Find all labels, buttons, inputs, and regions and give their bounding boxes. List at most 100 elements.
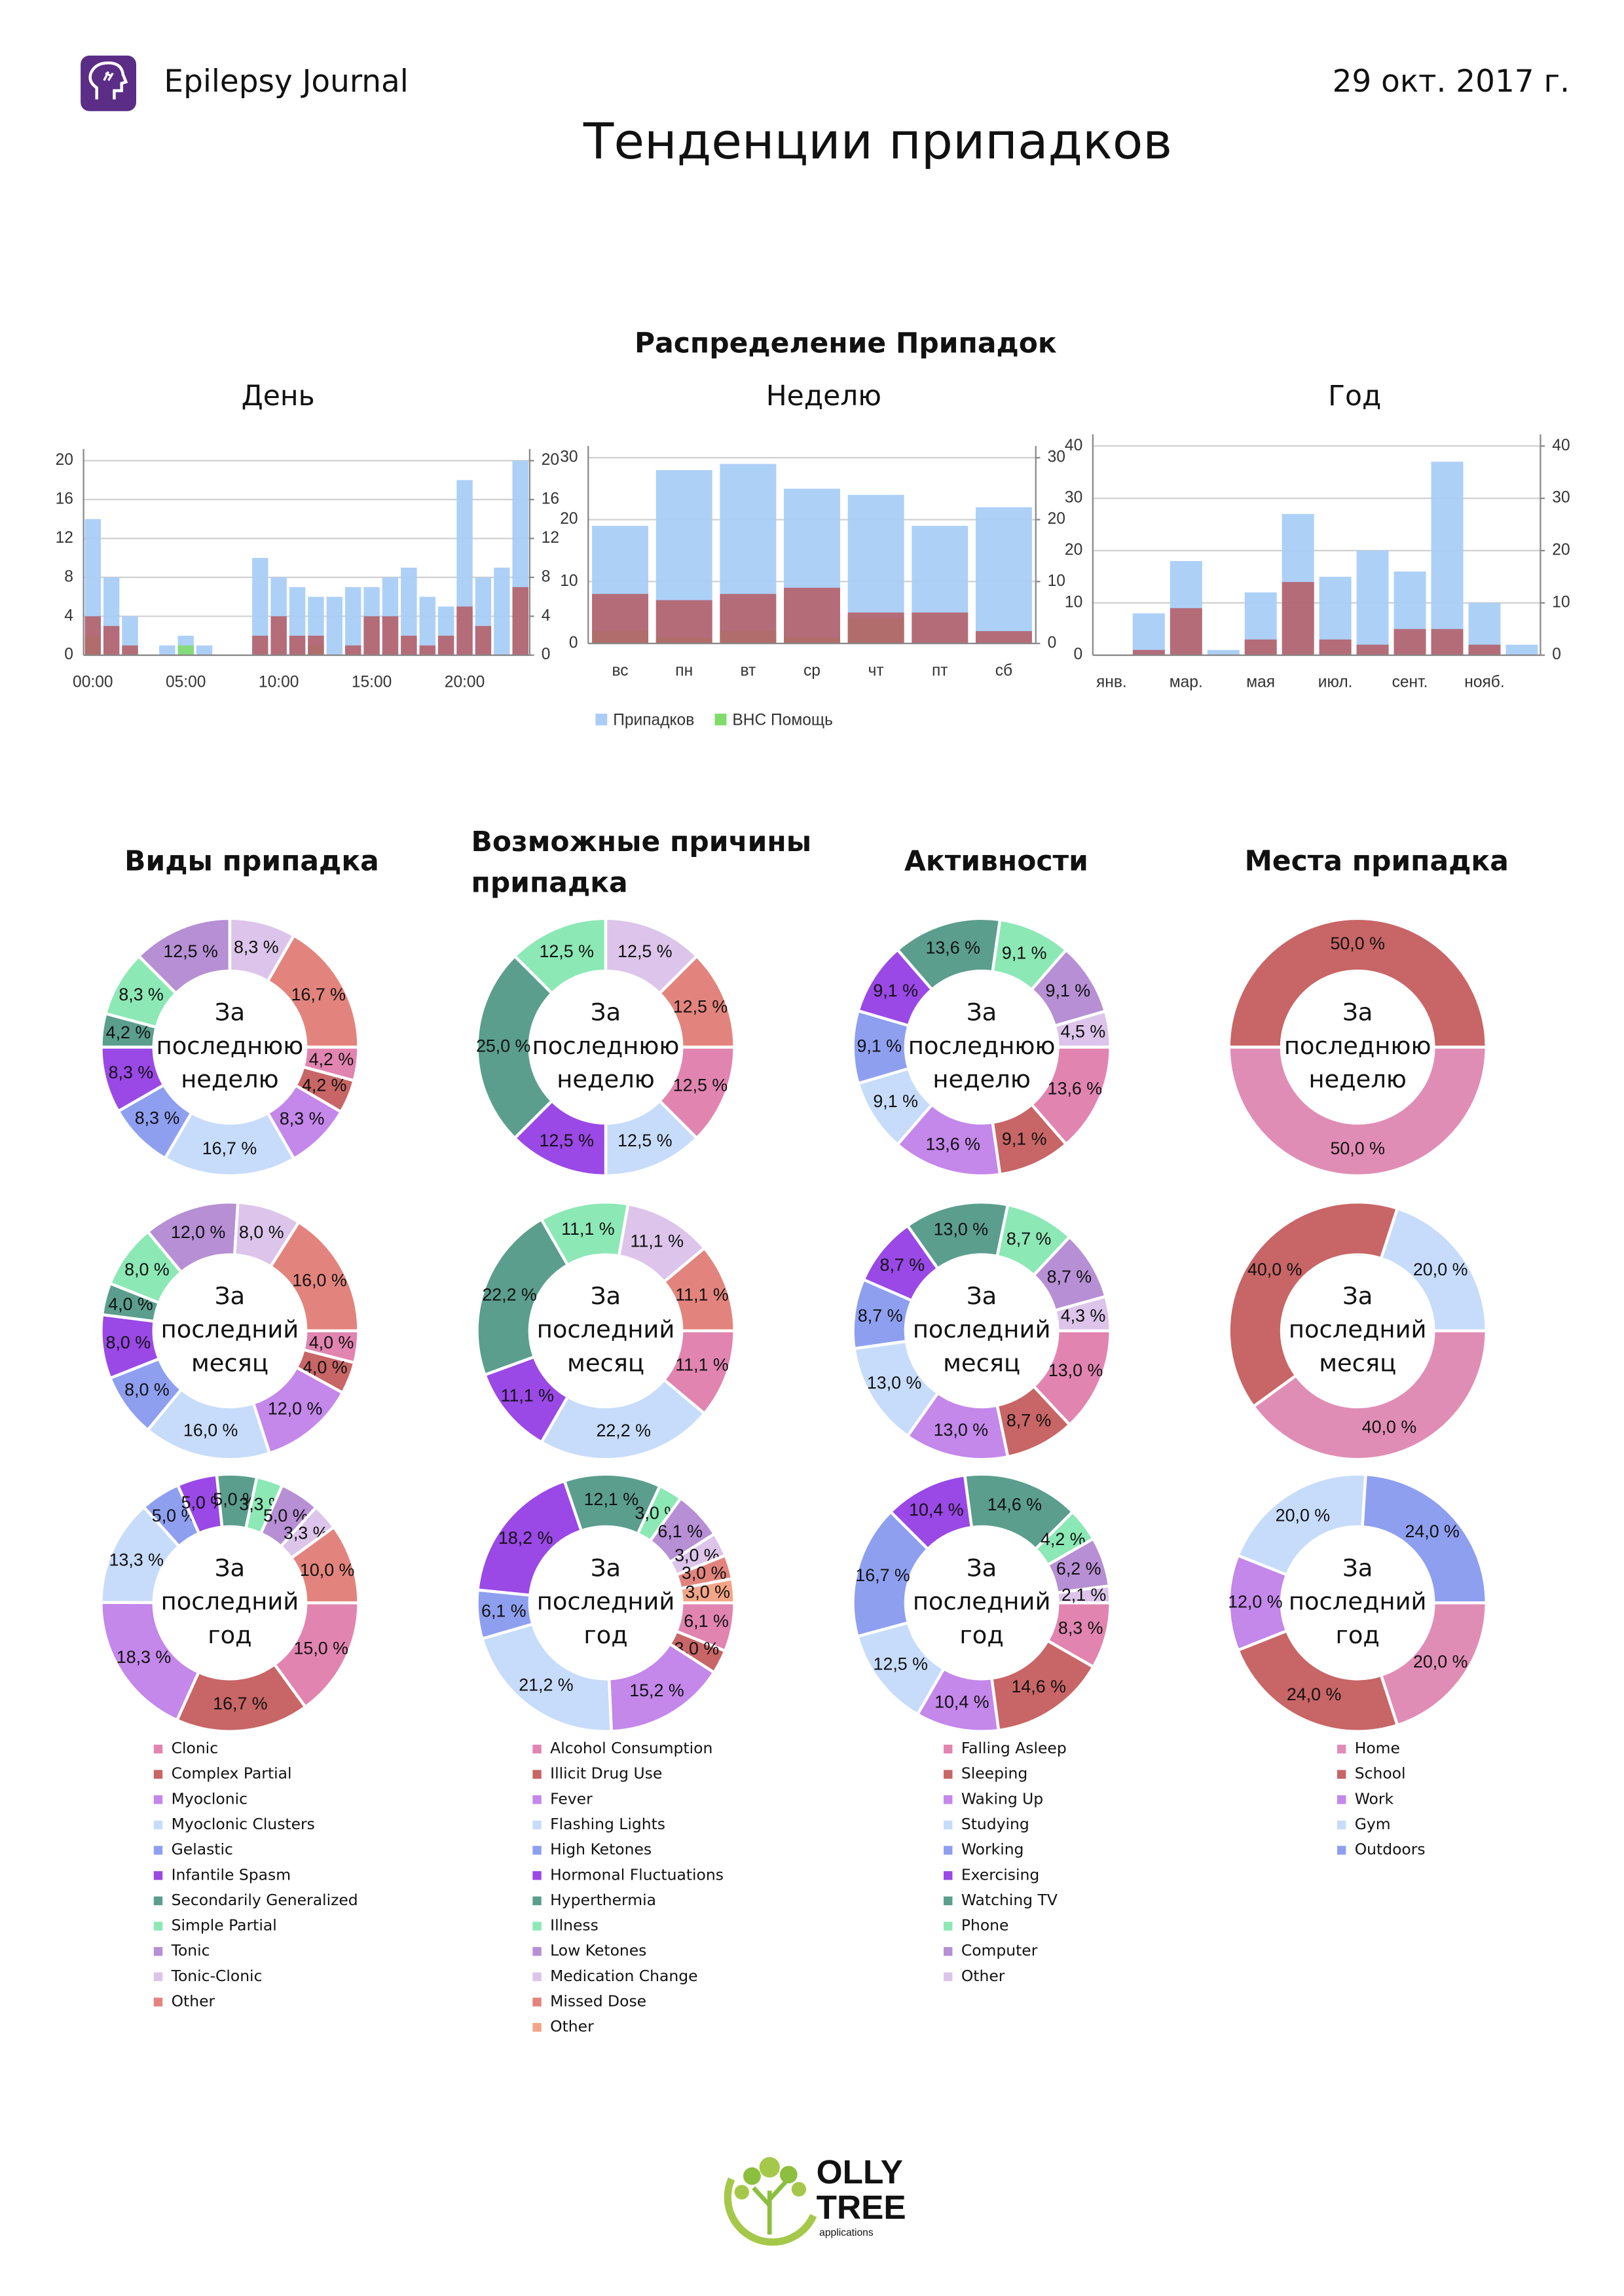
segment-label: 12,5 % — [673, 1075, 728, 1095]
bar — [494, 568, 510, 655]
segment-label: 21,2 % — [519, 1675, 573, 1694]
x-tick-label: 15:00 — [352, 674, 392, 691]
donut-segment — [1236, 1629, 1399, 1733]
y-tick-label: 30 — [560, 448, 578, 466]
logo-text: TREE — [817, 2188, 906, 2226]
legend-swatch — [153, 1795, 163, 1804]
bar — [720, 594, 777, 644]
donut-segment — [539, 1377, 707, 1461]
bar — [344, 645, 361, 655]
legend-label: Medication Change — [550, 1967, 697, 1985]
segment-label: 9,1 % — [1002, 1129, 1047, 1149]
bar — [1132, 613, 1165, 655]
bar — [1170, 608, 1202, 655]
donut-segment — [1227, 1200, 1399, 1409]
legend-swatch — [153, 1972, 163, 1982]
segment-label: 3,0 % — [682, 1563, 727, 1583]
bar — [1356, 644, 1389, 655]
segment-label: 10,4 % — [909, 1500, 963, 1520]
legend-swatch — [944, 1846, 953, 1855]
legend-swatch — [153, 1770, 163, 1779]
legend-label: Flashing Lights — [550, 1815, 665, 1833]
segment-label: 8,7 % — [858, 1306, 903, 1326]
donut-segment — [1227, 917, 1488, 1049]
segment-label: 8,7 % — [880, 1255, 925, 1275]
chart-title: Год — [1328, 380, 1381, 412]
legend-swatch — [532, 1820, 542, 1830]
donut-center-label: последний — [1289, 1588, 1427, 1616]
segment-label: 9,1 % — [873, 981, 918, 1000]
donut-center-label: год — [208, 1621, 251, 1649]
x-tick-label: сб — [995, 662, 1012, 680]
legend-swatch — [944, 1896, 953, 1906]
segment-label: 50,0 % — [1330, 934, 1384, 953]
segment-label: 16,0 % — [292, 1270, 346, 1290]
legend-swatch — [153, 1922, 163, 1931]
donut-center-label: За — [215, 1282, 245, 1310]
legend-swatch — [153, 1896, 163, 1906]
segment-label: 11,1 % — [631, 1231, 684, 1250]
donut-segment — [678, 1576, 736, 1605]
segment-label: 12,5 % — [163, 941, 217, 961]
legend-swatch — [532, 1871, 542, 1880]
segment-label: 3,0 % — [685, 1582, 730, 1602]
y-tick-label: 40 — [1065, 437, 1082, 454]
segment-label: 6,1 % — [657, 1522, 703, 1541]
y2-tick-label: 0 — [1048, 634, 1057, 651]
legend-label: Gym — [1355, 1815, 1391, 1833]
donut-center-label: неделю — [557, 1065, 654, 1093]
donut-segment — [1379, 1206, 1488, 1332]
bar — [456, 606, 473, 655]
app-name: Epilepsy Journal — [164, 64, 408, 100]
bar — [159, 645, 175, 655]
bar — [912, 612, 969, 644]
donut-segment — [268, 1220, 360, 1332]
legend-swatch — [153, 1820, 163, 1830]
donut-segment — [475, 1217, 570, 1377]
x-tick-label: мая — [1246, 674, 1275, 691]
bar — [1132, 649, 1165, 655]
legend-swatch — [1337, 1770, 1346, 1779]
segment-label: 22,2 % — [596, 1421, 650, 1440]
donut-center-label: За — [591, 1554, 621, 1582]
legend-swatch — [944, 1744, 953, 1754]
segment-label: 8,3 % — [280, 1108, 325, 1128]
segment-label: 8,0 % — [124, 1260, 170, 1279]
segment-label: 8,3 % — [135, 1108, 180, 1128]
y-tick-label: 4 — [64, 607, 73, 625]
legend-swatch — [595, 714, 608, 725]
segment-label: 11,1 % — [675, 1355, 728, 1374]
segment-label: 16,0 % — [183, 1420, 238, 1440]
section-title: Распределение Припадок — [635, 328, 1057, 360]
donut-center-label: последнюю — [157, 1032, 304, 1060]
legend-swatch — [532, 1972, 542, 1982]
legend-label: Myoclonic — [172, 1789, 248, 1808]
bar — [475, 626, 492, 655]
segment-label: 8,0 % — [239, 1222, 284, 1242]
segment-label: 12,5 % — [539, 1131, 593, 1150]
donut-segment — [657, 954, 736, 1049]
segment-label: 11,1 % — [675, 1285, 728, 1304]
legend-swatch — [944, 1871, 953, 1880]
donut-center-label: год — [1336, 1621, 1380, 1649]
legend-label: Припадков — [613, 712, 694, 729]
legend-swatch — [153, 1744, 163, 1754]
legend-label: Phone — [961, 1916, 1009, 1935]
legend-label: Alcohol Consumption — [550, 1739, 712, 1757]
legend-swatch — [532, 1744, 542, 1754]
segment-label: 4,5 % — [1061, 1021, 1106, 1041]
legend-label: Hyperthermia — [550, 1891, 656, 1909]
segment-label: 6,1 % — [481, 1601, 526, 1621]
donut-center-label: За — [591, 998, 621, 1026]
bar — [122, 645, 138, 655]
segment-label: 20,0 % — [1276, 1505, 1330, 1525]
segment-label: 14,6 % — [987, 1495, 1042, 1514]
y2-tick-label: 0 — [542, 646, 551, 663]
bar — [512, 587, 528, 655]
y-tick-label: 10 — [560, 572, 578, 590]
donut-segment — [1055, 1584, 1112, 1605]
segment-label: 16,7 % — [291, 985, 346, 1004]
legend-label: Waking Up — [961, 1789, 1043, 1808]
legend-label: Sleeping — [961, 1764, 1027, 1783]
